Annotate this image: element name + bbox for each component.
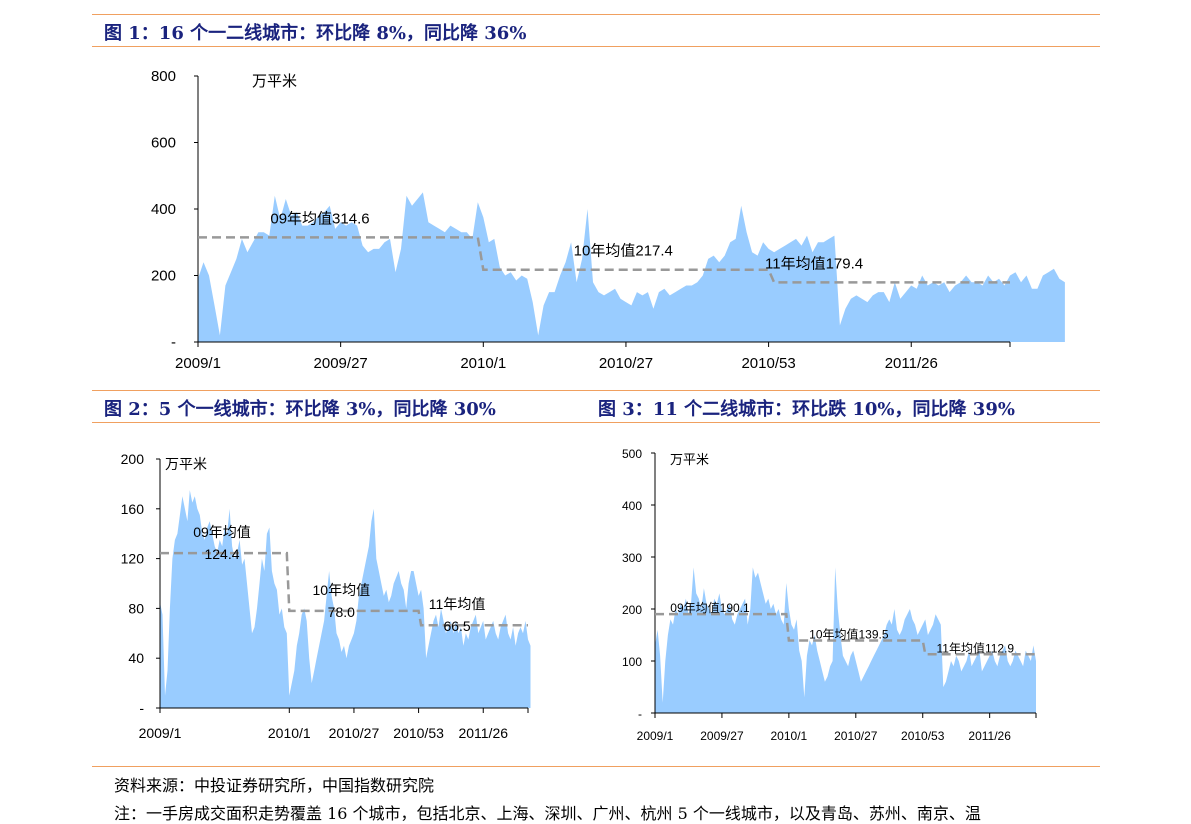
average-label: 10年均值217.4 (574, 243, 673, 260)
y-tick-label: 200 (622, 603, 642, 617)
y-tick-label: - (171, 334, 176, 351)
average-label-value: 78.0 (328, 604, 355, 620)
x-tick-label: 2009/1 (637, 729, 674, 743)
figure-1-title-rule (92, 46, 1100, 47)
chart-2: - 40 80 120 160 200 2009/1 2010/1 2010/27 2010/53… (121, 451, 531, 741)
y-tick-label: 200 (121, 451, 145, 467)
y-tick-label: - (139, 700, 144, 716)
chart-1: - 200 400 600 800 2009/1 2009/27 2010/1 2010/27 2… (151, 68, 1065, 372)
y-tick-label: 300 (622, 551, 642, 565)
y-tick-label: 200 (151, 268, 176, 285)
average-label: 11年均值112.9 (936, 640, 1014, 655)
average-label: 10年均值139.5 (809, 626, 889, 641)
figure-2-3-title-rule (92, 422, 1100, 423)
x-tick-label: 2011/26 (458, 725, 508, 741)
average-label: 09年均值190.1 (670, 600, 750, 615)
average-label-value: 124.4 (204, 546, 239, 562)
x-tick-label: 2010/1 (771, 729, 808, 743)
y-tick-label: 400 (151, 201, 176, 218)
yearly-average-line (198, 236, 1010, 284)
x-tick-label: 2010/27 (599, 355, 653, 372)
y-tick-label: 40 (128, 650, 144, 666)
average-label: 09年均值314.6 (270, 210, 369, 227)
x-tick-label: 2010/53 (393, 725, 444, 741)
average-label: 11年均值179.4 (765, 255, 863, 272)
figure-1-bottom-rule (92, 390, 1100, 391)
figure-2-title: 图 2：5 个一线城市：环比降 3%，同比降 30% (104, 399, 496, 420)
figure-3-title: 图 3：11 个二线城市：环比跌 10%，同比降 39% (598, 399, 1015, 420)
x-tick-label: 2010/27 (329, 725, 380, 741)
y-tick-label: 600 (151, 135, 176, 152)
y-tick-label: - (638, 707, 642, 721)
y-tick-label: 400 (622, 499, 642, 513)
coverage-note: 注：一手房成交面积走势覆盖 16 个城市，包括北京、上海、深圳、广州、杭州 5 … (114, 804, 981, 823)
y-tick-label: 80 (128, 600, 144, 616)
x-tick-label: 2011/26 (968, 729, 1011, 743)
average-label-year: 11年均值 (429, 596, 486, 612)
figure-1-title: 图 1：16 个一二线城市：环比降 8%，同比降 36% (104, 23, 527, 44)
x-tick-label: 2009/27 (700, 729, 744, 743)
unit-label: 万平米 (165, 457, 207, 473)
source-note: 资料来源：中投证券研究所，中国指数研究院 (114, 776, 435, 795)
x-tick-label: 2011/26 (885, 355, 938, 372)
y-tick-label: 500 (622, 447, 642, 461)
average-label-year: 10年均值 (313, 582, 371, 598)
area-series (198, 192, 1065, 342)
unit-label: 万平米 (252, 72, 297, 90)
top-rule (92, 14, 1100, 15)
x-tick-label: 2009/27 (314, 355, 368, 372)
x-tick-label: 2010/1 (268, 725, 311, 741)
x-tick-label: 2009/1 (175, 355, 221, 372)
x-tick-label: 2010/27 (834, 729, 878, 743)
chart-3: - 100 200 300 400 500 2009/1 2009/27 2010/1 2010/… (622, 447, 1037, 743)
average-label-value: 66.5 (443, 618, 470, 634)
figure-2-3-bottom-rule (92, 766, 1100, 767)
y-tick-label: 800 (151, 68, 176, 85)
yearly-average-line (160, 551, 528, 627)
unit-label: 万平米 (670, 453, 709, 468)
area-series (655, 567, 1036, 713)
x-tick-label: 2010/53 (901, 729, 945, 743)
y-tick-label: 160 (121, 501, 145, 517)
x-tick-label: 2010/1 (460, 355, 506, 372)
x-tick-label: 2010/53 (741, 355, 795, 372)
y-tick-label: 120 (121, 551, 145, 567)
area-series (160, 490, 531, 708)
yearly-average-line (655, 612, 1036, 656)
y-tick-label: 100 (622, 655, 642, 669)
x-tick-label: 2009/1 (139, 725, 182, 741)
average-label-year: 09年均值 (193, 524, 251, 540)
